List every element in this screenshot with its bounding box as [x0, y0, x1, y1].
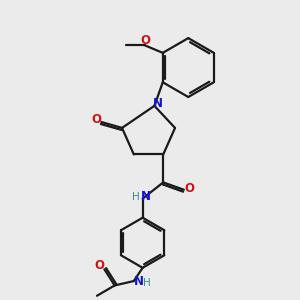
Text: H: H: [143, 278, 151, 288]
Text: O: O: [140, 34, 150, 47]
Text: methoxy: methoxy: [99, 43, 123, 48]
Text: N: N: [134, 275, 144, 288]
Text: N: N: [141, 190, 151, 203]
Text: O: O: [184, 182, 194, 195]
Text: O: O: [91, 113, 101, 126]
Text: O: O: [94, 259, 104, 272]
Text: H: H: [132, 191, 140, 202]
Text: N: N: [153, 97, 163, 110]
